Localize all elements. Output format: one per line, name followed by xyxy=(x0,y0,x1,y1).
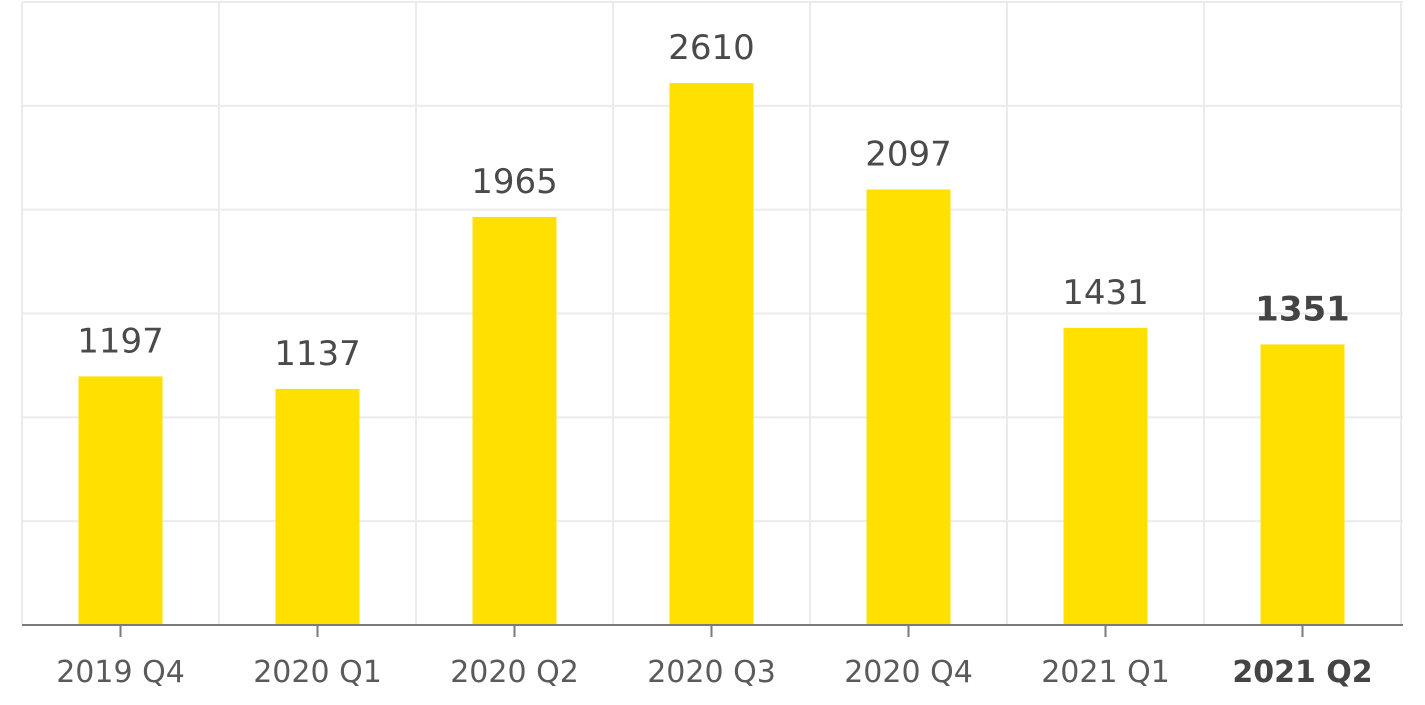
data-label: 1137 xyxy=(274,334,361,374)
data-label: 1431 xyxy=(1062,273,1149,313)
data-label: 1197 xyxy=(77,321,164,361)
x-tick-label: 2020 Q3 xyxy=(647,655,776,690)
bar xyxy=(275,388,360,625)
bar xyxy=(472,216,557,625)
bar-layer xyxy=(78,82,1345,626)
x-tick-label: 2020 Q1 xyxy=(253,655,382,690)
x-tick-label: 2019 Q4 xyxy=(56,655,185,690)
label-layer: 1197 2019 Q4 1137 2020 Q1 1965 2020 Q2 2610 202… xyxy=(56,28,1372,690)
bar xyxy=(1260,344,1345,625)
bar xyxy=(669,82,754,626)
bar xyxy=(866,189,951,625)
x-tick-label: 2021 Q2 xyxy=(1232,655,1372,690)
x-tick-label: 2020 Q4 xyxy=(844,655,973,690)
bar xyxy=(78,376,163,625)
bar xyxy=(1063,327,1148,625)
axis-layer xyxy=(22,624,1403,637)
data-label: 1351 xyxy=(1255,289,1350,329)
data-label: 2097 xyxy=(865,135,952,175)
x-tick-label: 2020 Q2 xyxy=(450,655,579,690)
x-tick-label: 2021 Q1 xyxy=(1041,655,1170,690)
data-label: 1965 xyxy=(471,162,558,202)
data-label: 2610 xyxy=(668,28,755,68)
